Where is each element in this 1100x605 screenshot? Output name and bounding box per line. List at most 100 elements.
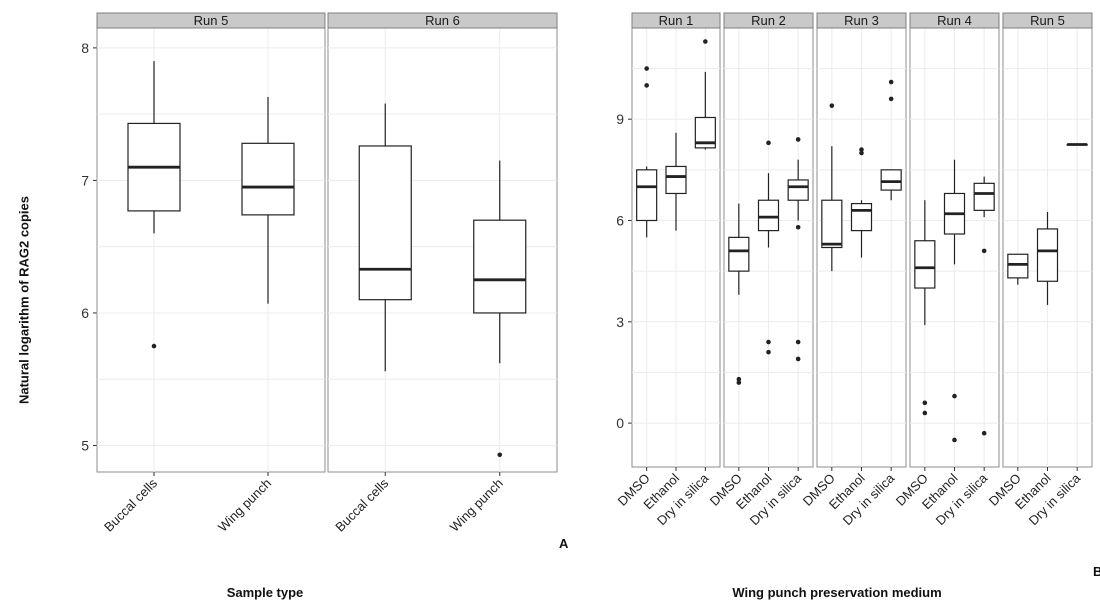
outlier-point (888, 96, 894, 102)
panel-b-x-axis-label: Wing punch preservation medium (732, 585, 942, 600)
box (880, 169, 902, 191)
box (473, 219, 527, 314)
outlier-point (952, 393, 957, 399)
outlier-point (736, 380, 742, 385)
facet-strip (1002, 12, 1093, 29)
boxplot-dry-in-silica (973, 176, 995, 436)
boxplot-dry-in-silica (787, 137, 809, 362)
box (757, 199, 780, 232)
facet-title: Run 5 (194, 13, 229, 28)
panel-b-ytick-label: 6 (616, 212, 624, 228)
outlier-point (766, 349, 771, 355)
xtick-label: Wing punch (447, 476, 506, 535)
panel-a-ytick-label: 6 (81, 305, 89, 321)
boxplot-wing-punch (241, 96, 295, 304)
boxplot-dry-in-silica (1066, 143, 1088, 146)
box (914, 240, 936, 289)
box (694, 116, 716, 149)
boxplot-dry-in-silica (694, 39, 716, 150)
facet-strip (723, 12, 814, 29)
boxplot-ethanol (943, 159, 966, 443)
outlier-point (151, 343, 157, 349)
panel-a-facet-1: Run 5 Buccal cells Wing punch (96, 12, 326, 535)
panel-b-ytick-label: 3 (616, 314, 624, 330)
box (636, 169, 658, 222)
panel-b-label: B (1093, 564, 1100, 579)
boxplot-dmso (636, 66, 658, 238)
boxplot-ethanol (1036, 212, 1059, 305)
boxplot-dmso (1007, 253, 1029, 285)
facet-title: Run 5 (1030, 13, 1065, 28)
boxplot-buccal-cells (358, 103, 412, 372)
xtick-label: Buccal cells (332, 475, 391, 534)
panel-b-ytick-label: 0 (616, 415, 624, 431)
outlier-point (795, 356, 801, 362)
box (821, 199, 843, 249)
box (241, 142, 295, 216)
boxplot-ethanol (665, 132, 687, 231)
outlier-point (922, 400, 928, 406)
box (665, 165, 687, 195)
boxplot-ethanol (850, 147, 873, 258)
y-axis-label: Natural logarithm of RAG2 copies (16, 195, 32, 405)
box (1007, 253, 1029, 279)
outlier-point (795, 339, 801, 345)
panel-a-label: A (559, 536, 569, 551)
outlier-point (859, 147, 864, 152)
xtick-label: Wing punch (215, 476, 274, 535)
boxplot-dmso (821, 103, 843, 272)
box (358, 145, 412, 301)
outlier-point (766, 339, 771, 345)
outlier-point (981, 248, 987, 254)
boxplot-dmso (728, 203, 750, 385)
outlier-point (952, 437, 957, 443)
facet-title: Run 4 (937, 13, 972, 28)
outlier-point (703, 39, 708, 44)
facet-strip (96, 12, 326, 29)
box (728, 236, 750, 272)
outlier-point (766, 140, 771, 146)
outlier-point (888, 79, 894, 85)
outlier-point (644, 83, 649, 88)
boxplot-dmso (914, 200, 936, 416)
panel-a-x-axis-label: Sample type (226, 585, 304, 600)
facet-title: Run 2 (751, 13, 786, 28)
box (850, 203, 873, 232)
outlier-point (981, 430, 987, 436)
panel-a-ytick-label: 8 (81, 40, 89, 56)
box (973, 182, 995, 211)
outlier-point (644, 66, 649, 71)
panel-b-ytick-label: 9 (616, 111, 624, 127)
panel-a-ytick-label: 5 (81, 437, 89, 453)
box (1036, 228, 1059, 282)
facet-title: Run 6 (425, 13, 460, 28)
facet-title: Run 1 (659, 13, 694, 28)
outlier-point (497, 452, 503, 458)
facet-strip (631, 12, 721, 29)
outlier-point (795, 224, 801, 230)
boxplot-dry-in-silica (880, 79, 902, 201)
boxplot-wing-punch (473, 160, 527, 458)
boxplot-buccal-cells (127, 61, 181, 349)
outlier-point (859, 150, 864, 156)
panel-a-facet-2: Run 6 Buccal cells Wing punch (327, 12, 558, 535)
panel-a-ytick-label: 7 (81, 172, 89, 188)
facet-strip (816, 12, 907, 29)
outlier-point (736, 376, 742, 382)
outlier-point (795, 137, 801, 142)
plot-background (96, 27, 326, 473)
facet-strip (327, 12, 558, 29)
facet-strip (909, 12, 1000, 29)
box (787, 179, 809, 201)
xtick-label: Buccal cells (101, 475, 160, 534)
boxplot-ethanol (757, 140, 780, 355)
facet-title: Run 3 (844, 13, 879, 28)
outlier-point (829, 103, 835, 108)
outlier-point (922, 410, 928, 416)
